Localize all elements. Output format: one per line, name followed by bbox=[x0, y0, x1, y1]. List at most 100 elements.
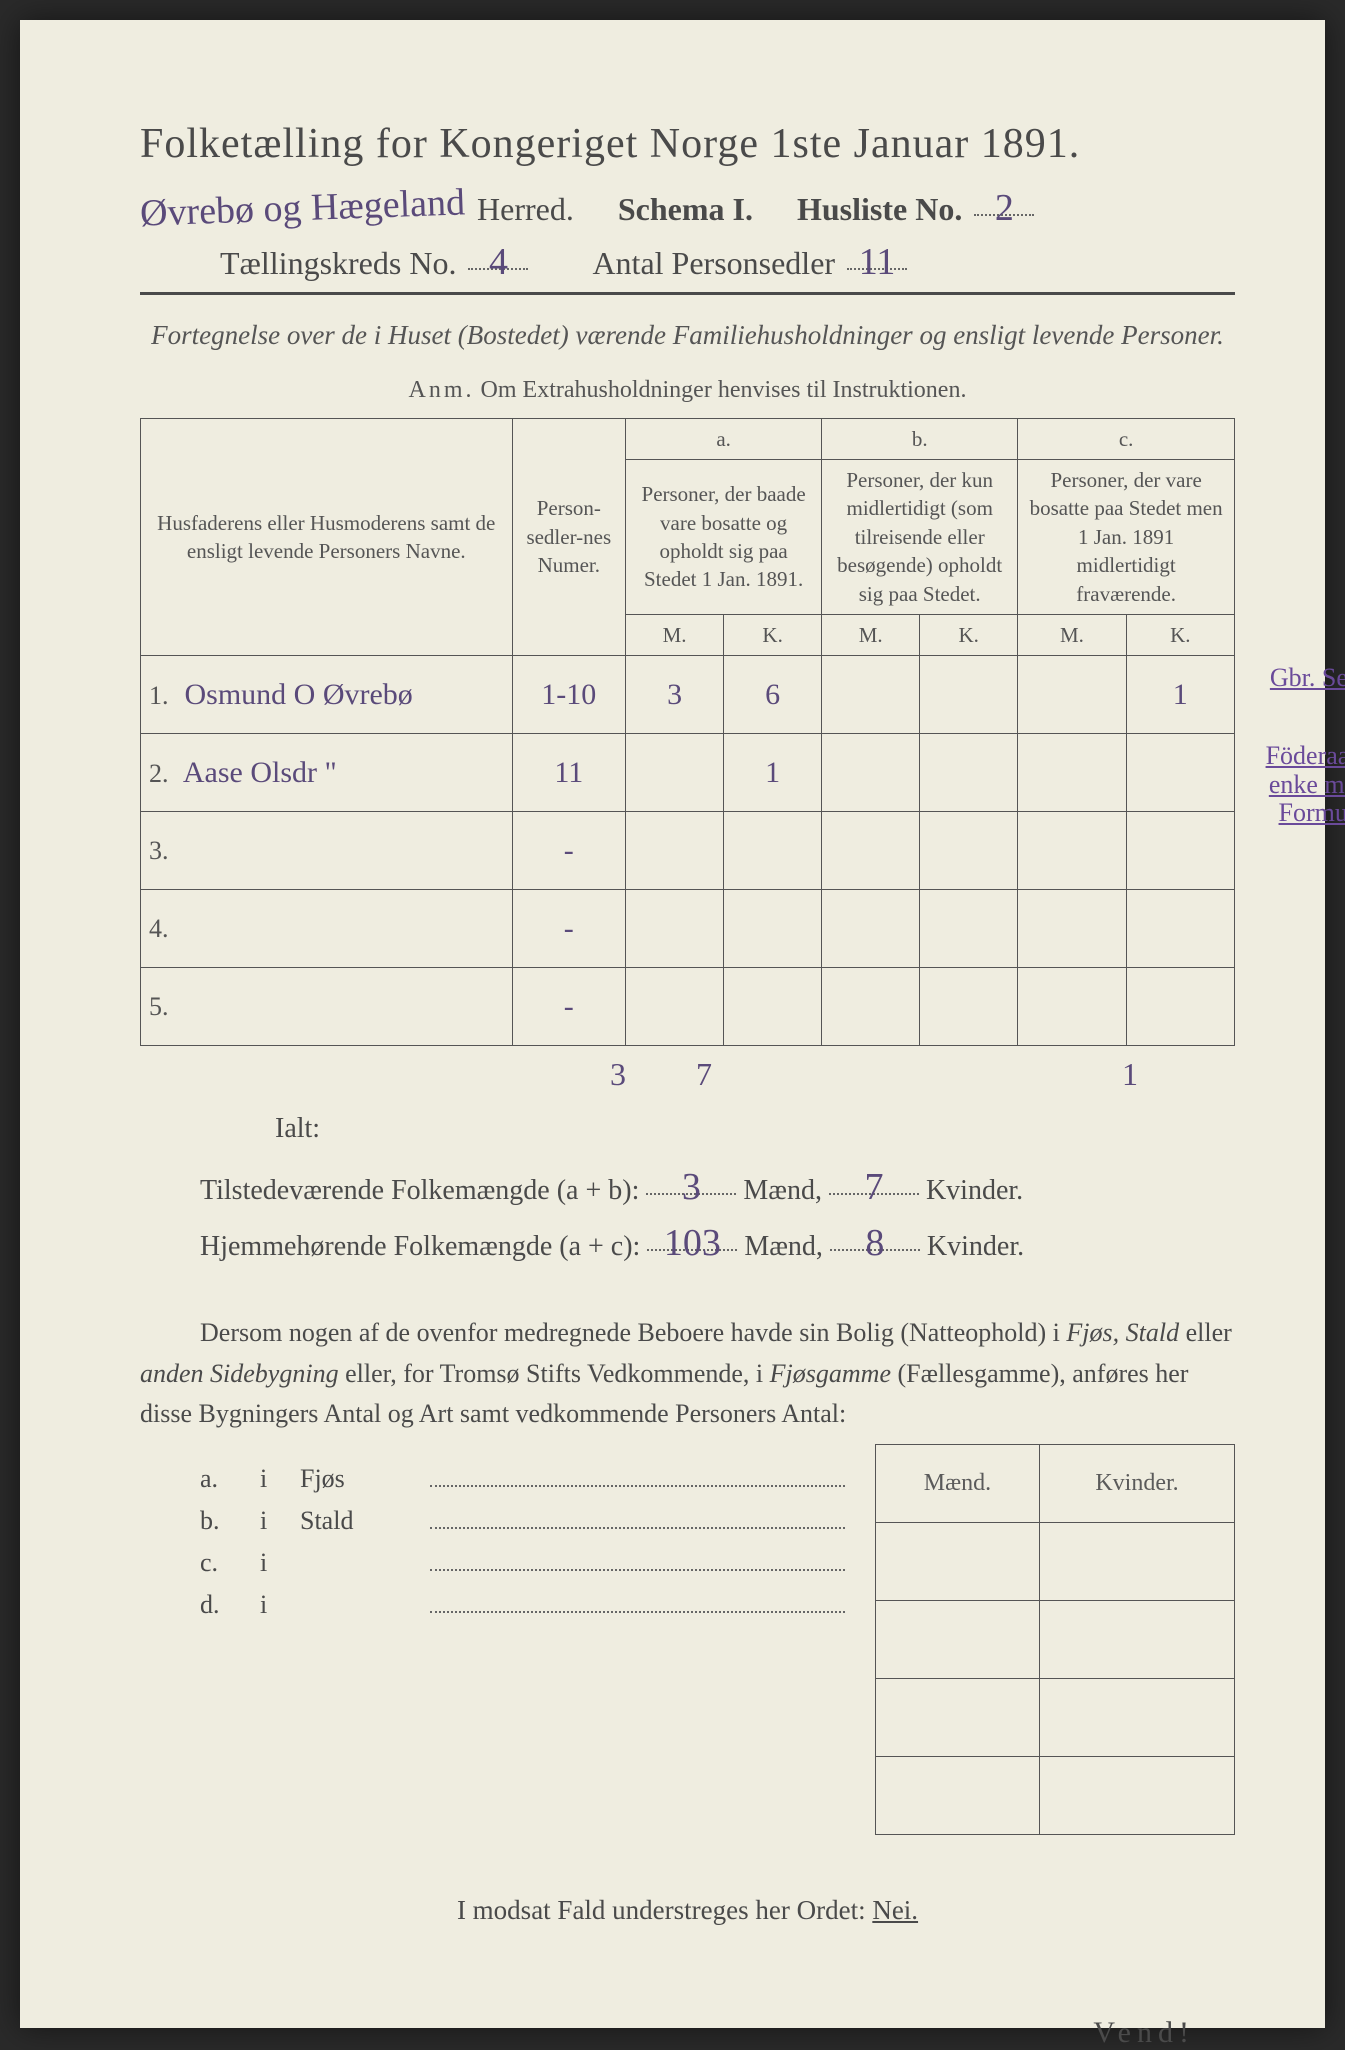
table-row: 3.- bbox=[141, 812, 1235, 890]
antal-label: Antal Personsedler bbox=[592, 245, 835, 282]
col-c-top: c. bbox=[1018, 418, 1235, 459]
header-rule bbox=[140, 292, 1235, 295]
cell-bm bbox=[822, 812, 920, 890]
sum1-m: 3 bbox=[646, 1165, 736, 1195]
anm-label: Anm. bbox=[409, 377, 475, 403]
building-block: a.iFjøsb.iStaldc.id.i Mænd. Kvinder. bbox=[200, 1464, 1235, 1835]
sum2-m: 103 bbox=[647, 1221, 737, 1251]
cell-ck bbox=[1126, 890, 1234, 968]
bldg-cell bbox=[1039, 1523, 1234, 1601]
cell-ak bbox=[724, 890, 822, 968]
herred-label: Herred. bbox=[477, 191, 574, 228]
building-paragraph: Dersom nogen af de ovenfor medregnede Be… bbox=[140, 1313, 1235, 1434]
cell-bm bbox=[822, 890, 920, 968]
under-am: 3 bbox=[610, 1056, 626, 1093]
cell-cm bbox=[1018, 890, 1126, 968]
bldg-cell bbox=[876, 1523, 1040, 1601]
bldg-cell bbox=[1039, 1601, 1234, 1679]
cell-ak bbox=[724, 812, 822, 890]
anm-text: Om Extrahusholdninger henvises til Instr… bbox=[481, 377, 967, 403]
table-row: 2. Aase Olsdr "111Föderaads enke med For… bbox=[141, 734, 1235, 812]
bldg-cell bbox=[876, 1757, 1040, 1835]
vend-label: Vend! bbox=[140, 2016, 1195, 2050]
sum2-label: Hjemmehørende Folkemængde (a + c): bbox=[200, 1231, 640, 1262]
row-name-cell: 2. Aase Olsdr " bbox=[141, 734, 513, 812]
col-c-desc: Personer, der vare bosatte paa Stedet me… bbox=[1018, 460, 1235, 615]
table-row: 1. Osmund O Øvrebø1-10361Gbr. Selv bbox=[141, 656, 1235, 734]
bldg-cell bbox=[1039, 1679, 1234, 1757]
census-form-page: Folketælling for Kongeriget Norge 1ste J… bbox=[20, 20, 1325, 2028]
anm-line: Anm. Om Extrahusholdninger henvises til … bbox=[140, 377, 1235, 404]
bldg-cell bbox=[876, 1679, 1040, 1757]
nei-word: Nei. bbox=[872, 1895, 918, 1925]
margin-note: Gbr. Selv bbox=[1244, 664, 1345, 693]
cell-cm bbox=[1018, 656, 1126, 734]
col-b-desc: Personer, der kun midlertidigt (som tilr… bbox=[822, 460, 1018, 615]
cell-num: 1-10 bbox=[512, 656, 626, 734]
building-row: d.i bbox=[200, 1590, 845, 1620]
margin-note: Föderaads enke med Formue bbox=[1244, 742, 1345, 828]
page-title: Folketælling for Kongeriget Norge 1ste J… bbox=[140, 120, 1235, 168]
cell-bm bbox=[822, 656, 920, 734]
cell-bk bbox=[920, 890, 1018, 968]
nei-text: I modsat Fald understreges her Ordet: bbox=[457, 1895, 866, 1925]
cell-cm bbox=[1018, 812, 1126, 890]
kreds-number: 4 bbox=[468, 240, 528, 270]
cell-ck bbox=[1126, 812, 1234, 890]
herred-handwritten: Øvrebø og Hægeland bbox=[139, 180, 465, 235]
building-row: c.i bbox=[200, 1548, 845, 1578]
husliste-label: Husliste No. bbox=[797, 191, 962, 228]
table-row: 5.- bbox=[141, 968, 1235, 1046]
totals-under-table: 3 7 1 bbox=[610, 1056, 1235, 1093]
cell-bk bbox=[920, 812, 1018, 890]
schema-label: Schema I. bbox=[618, 191, 753, 228]
cell-ck: 1Gbr. Selv bbox=[1126, 656, 1234, 734]
cell-bm bbox=[822, 968, 920, 1046]
bldg-maend-header: Mænd. bbox=[876, 1445, 1040, 1523]
husliste-number: 2 bbox=[974, 186, 1034, 216]
cell-am bbox=[626, 890, 724, 968]
subtitle: Fortegnelse over de i Huset (Bostedet) v… bbox=[140, 317, 1235, 355]
cell-ck: Föderaads enke med Formue bbox=[1126, 734, 1234, 812]
bldg-kvinder-header: Kvinder. bbox=[1039, 1445, 1234, 1523]
nei-line: I modsat Fald understreges her Ordet: Ne… bbox=[140, 1895, 1235, 1926]
bldg-cell bbox=[876, 1601, 1040, 1679]
kreds-label: Tællingskreds No. bbox=[220, 245, 456, 282]
cell-bm bbox=[822, 734, 920, 812]
col-b-top: b. bbox=[822, 418, 1018, 459]
antal-number: 11 bbox=[847, 240, 907, 270]
cell-num: - bbox=[512, 812, 626, 890]
col-a-k: K. bbox=[724, 614, 822, 655]
row-name-cell: 4. bbox=[141, 890, 513, 968]
sum-line-1: Tilstedeværende Folkemængde (a + b): 3 M… bbox=[200, 1165, 1235, 1207]
cell-ck bbox=[1126, 968, 1234, 1046]
table-row: 4.- bbox=[141, 890, 1235, 968]
cell-am: 3 bbox=[626, 656, 724, 734]
sum2-k: 8 bbox=[830, 1221, 920, 1251]
cell-ak bbox=[724, 968, 822, 1046]
cell-num: - bbox=[512, 890, 626, 968]
sum2-kvinder: Kvinder. bbox=[927, 1231, 1024, 1262]
cell-bk bbox=[920, 734, 1018, 812]
sum-line-2: Hjemmehørende Folkemængde (a + c): 103 M… bbox=[200, 1221, 1235, 1263]
sum1-maend: Mænd, bbox=[743, 1175, 822, 1206]
ialt-label: Ialt: bbox=[275, 1113, 1235, 1145]
header-row-1: Øvrebø og Hægeland Herred. Schema I. Hus… bbox=[140, 186, 1235, 230]
sum2-maend: Mænd, bbox=[744, 1231, 823, 1262]
header-row-2: Tællingskreds No. 4 Antal Personsedler 1… bbox=[220, 240, 1235, 282]
sum1-k: 7 bbox=[829, 1165, 919, 1195]
col-b-m: M. bbox=[822, 614, 920, 655]
col-c-m: M. bbox=[1018, 614, 1126, 655]
building-row: b.iStald bbox=[200, 1506, 845, 1536]
col-c-k: K. bbox=[1126, 614, 1234, 655]
census-table: Husfaderens eller Husmoderens samt de en… bbox=[140, 418, 1235, 1046]
cell-bk bbox=[920, 968, 1018, 1046]
under-ak: 7 bbox=[696, 1056, 712, 1093]
cell-num: 11 bbox=[512, 734, 626, 812]
cell-am bbox=[626, 734, 724, 812]
cell-ak: 1 bbox=[724, 734, 822, 812]
row-name-cell: 5. bbox=[141, 968, 513, 1046]
sum1-label: Tilstedeværende Folkemængde (a + b): bbox=[200, 1175, 639, 1206]
cell-num: - bbox=[512, 968, 626, 1046]
sum1-kvinder: Kvinder. bbox=[926, 1175, 1023, 1206]
